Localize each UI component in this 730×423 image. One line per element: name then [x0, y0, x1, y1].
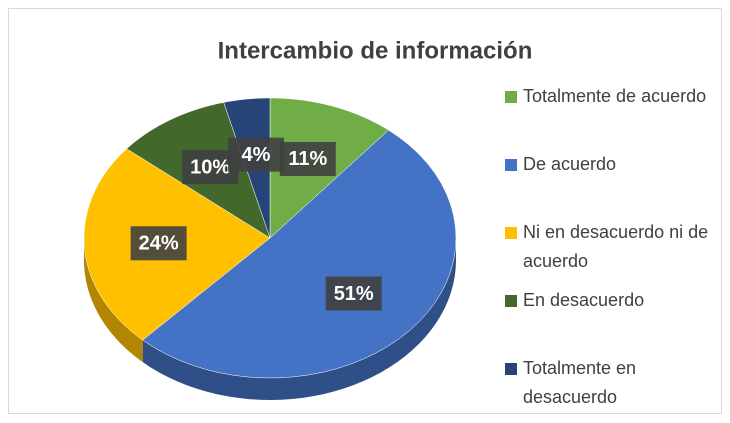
legend-item: De acuerdo — [505, 150, 710, 218]
data-label-box — [279, 141, 336, 176]
legend-label: De acuerdo — [523, 154, 617, 174]
slice-side-shade — [84, 238, 143, 363]
data-label: 24% — [139, 233, 179, 255]
legend-swatch — [505, 363, 517, 375]
legend-item: En desacuerdo — [505, 286, 710, 354]
legend-label: Totalmente de acuerdo — [523, 86, 707, 106]
legend-swatch — [505, 295, 517, 307]
pie: 11% 51% 24% 10% 4% — [83, 97, 457, 400]
slice — [142, 129, 457, 379]
data-label: 51% — [334, 283, 374, 305]
slice-side-shade — [142, 238, 456, 400]
data-label: 4% — [242, 144, 271, 166]
data-label-box — [130, 226, 187, 261]
legend-swatch — [505, 91, 517, 103]
data-label: 10% — [190, 156, 230, 178]
legend: Totalmente de acuerdo De acuerdo Ni en des… — [505, 82, 710, 422]
data-label-box — [228, 137, 285, 172]
legend-item: Totalmente de acuerdo — [505, 82, 710, 150]
legend-label: En desacuerdo — [523, 290, 645, 310]
data-label: 11% — [288, 148, 327, 170]
legend-label: Totalmente en desacuerdo — [523, 358, 637, 407]
legend-item: Totalmente en desacuerdo — [505, 354, 710, 422]
slice-side — [84, 238, 143, 363]
legend-swatch — [505, 159, 517, 171]
slice-side — [142, 238, 456, 400]
legend-swatch — [505, 227, 517, 239]
chart-title: Intercambio de información — [218, 37, 533, 64]
data-label-box — [325, 276, 382, 311]
legend-item: Ni en desacuerdo ni de acuerdo — [505, 218, 710, 286]
legend-label: Ni en desacuerdo ni de acuerdo — [523, 222, 709, 271]
